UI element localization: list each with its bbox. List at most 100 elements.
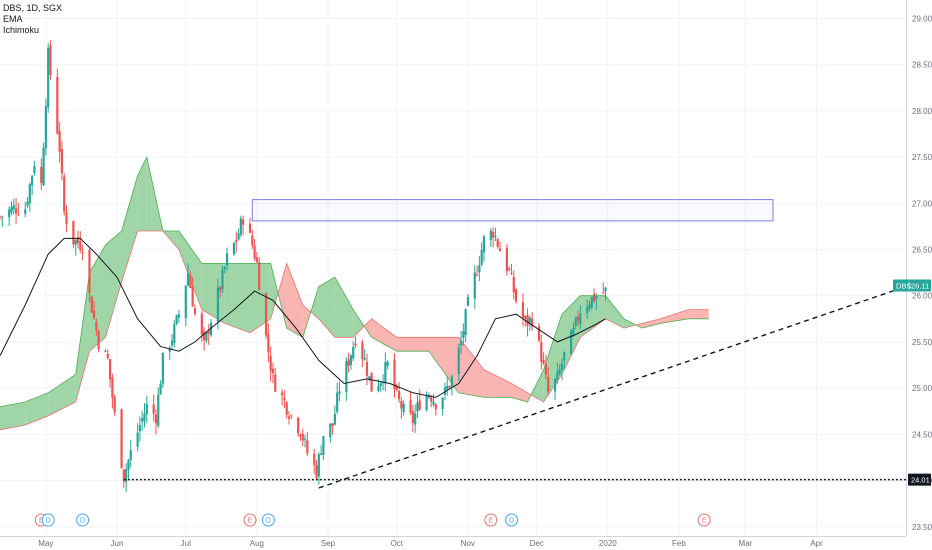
candle-body xyxy=(537,326,541,341)
candle-body xyxy=(193,308,197,314)
candle-body xyxy=(95,321,98,331)
candle-body xyxy=(540,342,543,362)
candle-body xyxy=(104,350,107,352)
y-tick-label: 27.50 xyxy=(912,153,932,162)
candle-body xyxy=(200,313,203,335)
cloud-bear-segment xyxy=(286,263,303,338)
candle-body xyxy=(338,391,341,394)
candle-body xyxy=(168,348,171,352)
symbol-line: DBS, 1D, SGX xyxy=(3,3,63,13)
candle-body xyxy=(303,438,307,440)
candle-body xyxy=(320,453,323,455)
candle-body xyxy=(411,411,414,424)
candle-body xyxy=(255,257,258,262)
candle-body xyxy=(443,387,447,395)
indicator-ichimoku-label: Ichimoku xyxy=(3,25,40,35)
drawings-layer[interactable] xyxy=(123,199,907,489)
x-tick-label: Feb xyxy=(672,539,686,548)
candle-body xyxy=(558,369,561,374)
candle-body xyxy=(74,240,77,245)
candle-body xyxy=(512,276,515,293)
cloud-bear-segment xyxy=(688,309,709,319)
trendline xyxy=(318,285,907,489)
y-tick-label: 27.00 xyxy=(912,199,932,208)
candle-body xyxy=(175,315,178,324)
candle-body xyxy=(297,418,300,434)
candle-body xyxy=(384,362,387,384)
grid-lines xyxy=(0,0,906,536)
candle-body xyxy=(475,274,479,276)
candle-body xyxy=(242,219,245,225)
candle-body xyxy=(462,331,465,338)
y-tick-label: 24.50 xyxy=(912,430,932,439)
candle-body xyxy=(409,400,412,413)
candle-body xyxy=(560,363,564,370)
cloud-bull-segment xyxy=(201,263,225,324)
candle-body xyxy=(604,287,607,292)
candle-body xyxy=(90,296,93,313)
candle-body xyxy=(492,231,495,238)
candle-body xyxy=(237,233,240,240)
candle-body xyxy=(157,394,160,426)
marker-label: E xyxy=(702,518,707,525)
cloud-bull-segment xyxy=(580,295,606,338)
senkou-span-a xyxy=(0,155,709,407)
candle-body xyxy=(400,400,403,409)
candle-body xyxy=(508,268,511,271)
marker-label: D xyxy=(46,518,51,525)
earnings-marker xyxy=(243,513,257,527)
candle-body xyxy=(505,247,509,272)
candle-body xyxy=(521,302,525,318)
candle-body xyxy=(283,397,286,401)
candle-body xyxy=(113,397,116,413)
candle-body xyxy=(161,352,164,384)
candle-body xyxy=(173,324,176,343)
candle-body xyxy=(184,285,187,318)
candle-body xyxy=(379,382,382,386)
cloud-bear-segment xyxy=(483,369,512,398)
resistance-box xyxy=(251,199,774,222)
candle-body xyxy=(205,332,208,341)
candle-body xyxy=(40,166,43,184)
cloud-bull-segment xyxy=(531,369,544,402)
candle-body xyxy=(239,218,242,235)
candle-body xyxy=(143,413,146,422)
candle-body xyxy=(225,253,229,266)
candle-body xyxy=(251,235,254,246)
candle-body xyxy=(248,223,252,233)
marker-label: E xyxy=(248,518,253,525)
candle-body xyxy=(425,395,428,411)
candle-body xyxy=(219,286,222,291)
price-axis-bg xyxy=(906,0,932,550)
candle-body xyxy=(191,286,194,307)
candle-body xyxy=(336,392,339,412)
candle-body xyxy=(0,216,2,218)
candle-body xyxy=(377,385,380,392)
candle-body xyxy=(92,310,96,319)
candle-body xyxy=(496,239,499,247)
candle-body xyxy=(122,469,125,482)
marker-label: E xyxy=(489,518,494,525)
candle-body xyxy=(1,216,4,218)
candle-body xyxy=(301,433,304,441)
candle-body xyxy=(365,361,369,376)
marker-label: E xyxy=(39,518,44,525)
candle-body xyxy=(588,304,591,309)
candle-body xyxy=(58,131,61,152)
candle-body xyxy=(349,355,353,365)
candle-body xyxy=(264,293,268,336)
candle-body xyxy=(331,423,334,427)
candle-body xyxy=(333,413,336,425)
candle-body xyxy=(31,175,34,186)
candle-body xyxy=(28,184,31,204)
candle-body xyxy=(63,176,66,212)
candle-body xyxy=(129,450,132,461)
candle-body xyxy=(290,415,293,417)
marker-label: D xyxy=(80,518,85,525)
candle-body xyxy=(271,368,275,374)
earnings-marker xyxy=(697,513,711,527)
candle-body xyxy=(448,386,451,388)
